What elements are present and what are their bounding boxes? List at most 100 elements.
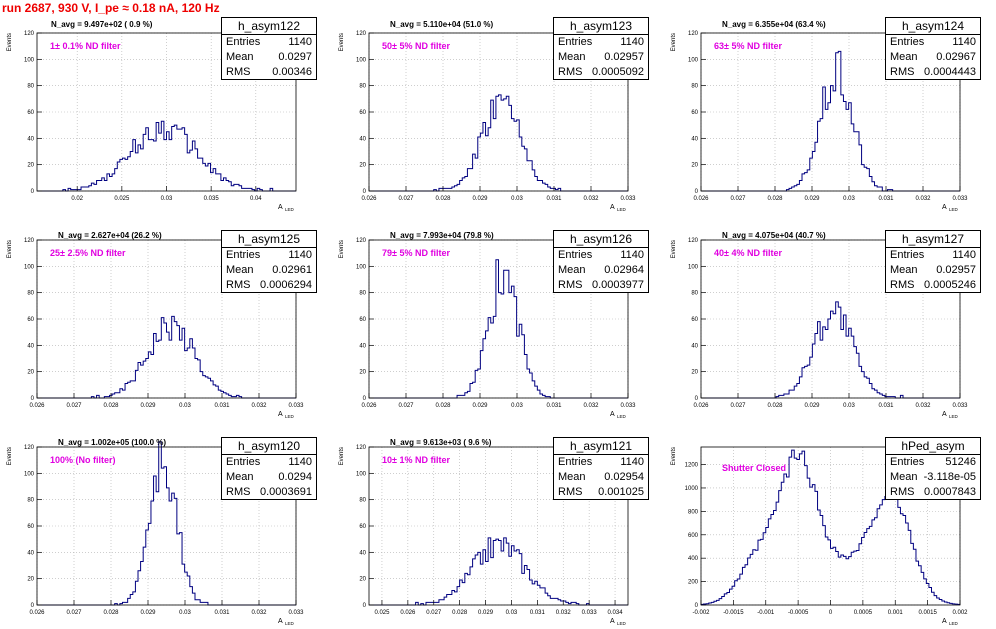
stats-label: Mean <box>558 264 586 276</box>
x-tick-label: 0.026 <box>29 610 45 616</box>
histogram-bin <box>880 187 883 191</box>
stats-row-rms: RMS 0.001025 <box>554 485 648 500</box>
histogram-bin <box>875 518 878 605</box>
histogram-bin <box>442 600 445 605</box>
histogram-bin <box>203 376 206 398</box>
histogram-bin <box>898 507 901 605</box>
histogram-bin <box>882 500 885 605</box>
histogram-bin <box>475 370 478 398</box>
histogram-bin <box>849 103 852 191</box>
histogram-bin <box>519 554 522 605</box>
y-tick-label: 120 <box>356 31 367 37</box>
x-tick-label: 0.026 <box>29 403 45 409</box>
histogram-bin <box>818 322 821 398</box>
y-tick-label: 20 <box>359 163 366 169</box>
histogram-bin <box>794 458 797 605</box>
histogram-bin <box>133 592 136 605</box>
histogram-bin <box>216 174 219 191</box>
x-tick-label: 0.03 <box>511 403 523 409</box>
histogram-bin <box>792 187 795 191</box>
histogram-bin <box>473 559 476 605</box>
x-tick-label: 0.031 <box>546 403 562 409</box>
histogram-bin <box>766 528 769 605</box>
histogram-bin <box>151 140 154 191</box>
histogram-bin <box>190 339 193 398</box>
x-tick-label: 0.026 <box>361 403 377 409</box>
histogram-bin <box>84 187 87 191</box>
histogram-bin <box>159 340 162 398</box>
y-tick-label: 0 <box>363 189 367 195</box>
x-tick-label: 0.029 <box>472 196 488 202</box>
histogram-bin <box>812 344 815 398</box>
histogram-bin <box>143 361 146 398</box>
y-tick-label: 20 <box>359 577 366 583</box>
histogram-bin <box>203 163 206 191</box>
histogram-bin <box>563 601 566 605</box>
histogram-bin <box>156 123 159 191</box>
x-tick-label: -0.0005 <box>788 610 809 616</box>
histogram-bin <box>553 598 556 605</box>
histogram-bin <box>924 579 927 605</box>
histogram-bin <box>120 389 123 398</box>
stats-row-entries: Entries 1140 <box>554 455 648 470</box>
x-tick-label: 0.03 <box>843 196 855 202</box>
histogram-bin <box>890 487 893 605</box>
x-tick-label: 0.027 <box>66 610 82 616</box>
n-avg-label: N_avg = 1.002e+05 (100.0 %) <box>58 438 167 447</box>
stats-value: 1140 <box>620 456 644 468</box>
y-axis-label: Events <box>339 447 345 465</box>
stats-value: 0.02957 <box>936 264 976 276</box>
histogram-bin <box>112 174 115 191</box>
histogram-bin <box>535 581 538 605</box>
histogram-name: hPed_asym <box>886 438 980 455</box>
histogram-bin <box>187 348 190 398</box>
histogram-bin <box>444 597 447 605</box>
y-tick-label: 80 <box>359 498 366 504</box>
histogram-bin <box>843 315 846 398</box>
histogram-bin <box>208 378 211 398</box>
histogram-bin <box>167 132 170 191</box>
histogram-bin <box>714 601 717 605</box>
histogram-bin <box>128 382 131 398</box>
histogram-bin <box>128 598 131 605</box>
histogram-bin <box>548 596 551 605</box>
y-tick-label: 80 <box>691 84 698 90</box>
histogram-bin <box>112 394 115 398</box>
histogram-bin <box>97 180 100 191</box>
histogram-bin <box>499 540 502 605</box>
y-tick-label: 0 <box>31 189 35 195</box>
y-tick-label: 100 <box>688 57 699 63</box>
histogram-bin <box>532 170 535 191</box>
x-axis-label: A <box>942 204 947 211</box>
y-tick-label: 20 <box>27 163 34 169</box>
histogram-bin <box>234 184 237 191</box>
histogram-bin <box>794 386 797 398</box>
histogram-bin <box>501 100 504 191</box>
histogram-bin <box>789 390 792 398</box>
histogram-bin <box>823 87 826 191</box>
x-tick-label: 0.032 <box>556 610 572 616</box>
y-tick-label: 0 <box>31 603 35 609</box>
histogram-bin <box>934 596 937 605</box>
x-axis-label: A <box>278 204 283 211</box>
y-tick-label: 60 <box>27 317 34 323</box>
histogram-plot: 0.025 0.026 0.027 0.028 0.029 0.03 0.031 0.032 0… <box>339 445 629 626</box>
histogram-bin <box>182 564 185 605</box>
stats-label: RMS <box>558 486 583 498</box>
x-tick-label: 0.001 <box>888 610 904 616</box>
histogram-plot: 0.026 0.027 0.028 0.029 0.03 0.031 0.032 0.033 0… <box>671 31 968 212</box>
histogram-plot: 0.026 0.027 0.028 0.029 0.03 0.031 0.032 0.033 0… <box>671 238 968 419</box>
stats-box: h_asym127 Entries 1140 Mean 0.02957 RMS 0.0005… <box>885 230 981 293</box>
histogram-bin <box>815 491 818 605</box>
histogram-bin <box>937 598 940 605</box>
histogram-bin <box>216 386 219 398</box>
x-tick-label: 0.027 <box>730 196 746 202</box>
x-tick-label: 0.03 <box>179 403 191 409</box>
histogram-bin <box>179 533 182 605</box>
histogram-bin <box>856 353 859 398</box>
histogram-bin <box>851 336 854 398</box>
histogram-bin <box>195 600 198 605</box>
histogram-bin <box>519 324 522 398</box>
histogram-bin <box>465 393 468 398</box>
histogram-bin <box>135 153 138 191</box>
